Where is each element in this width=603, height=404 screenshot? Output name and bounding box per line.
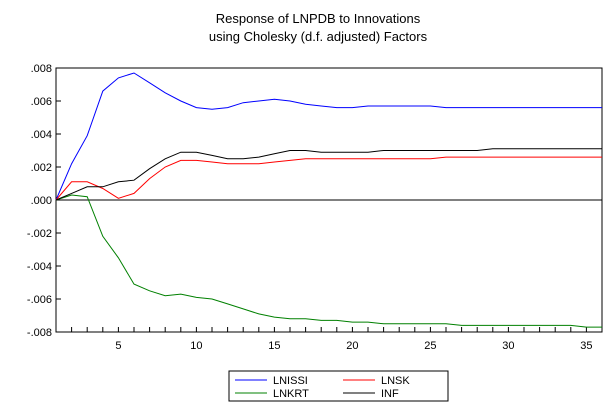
y-tick-label: -.002 bbox=[27, 228, 52, 240]
legend-label-lnkrt: LNKRT bbox=[273, 388, 309, 400]
y-tick-label: .008 bbox=[31, 63, 52, 75]
series-line-lnissi bbox=[55, 72, 602, 201]
y-tick-label: .006 bbox=[31, 96, 52, 108]
chart-subtitle: using Cholesky (d.f. adjusted) Factors bbox=[209, 29, 428, 44]
series-line-lnkrt bbox=[55, 194, 602, 328]
x-tick-label: 35 bbox=[580, 340, 592, 352]
y-tick-label: -.008 bbox=[27, 327, 52, 339]
x-tick-label: 20 bbox=[346, 340, 358, 352]
y-tick-label: .000 bbox=[31, 195, 52, 207]
chart-title: Response of LNPDB to Innovations bbox=[216, 11, 421, 26]
y-tick-label: -.004 bbox=[27, 261, 52, 273]
series-line-inf bbox=[55, 148, 602, 201]
legend: LNISSI LNSK LNKRT INF bbox=[228, 370, 449, 402]
series-lines bbox=[55, 72, 602, 328]
legend-box bbox=[228, 370, 449, 402]
x-tick-label: 25 bbox=[424, 340, 436, 352]
x-tick-label: 30 bbox=[502, 340, 514, 352]
y-tick-label: .002 bbox=[31, 162, 52, 174]
y-tick-label: .004 bbox=[31, 129, 52, 141]
legend-label-inf: INF bbox=[381, 388, 399, 400]
x-tick-label: 15 bbox=[268, 340, 280, 352]
x-tick-label: 5 bbox=[115, 340, 121, 352]
x-tick-label: 10 bbox=[190, 340, 202, 352]
x-axis: 5 10 15 20 25 30 35 bbox=[71, 327, 593, 352]
series-line-lnsk bbox=[55, 156, 602, 201]
legend-label-lnsk: LNSK bbox=[381, 375, 410, 387]
y-tick-label: -.006 bbox=[27, 294, 52, 306]
legend-label-lnissi: LNISSI bbox=[273, 375, 308, 387]
